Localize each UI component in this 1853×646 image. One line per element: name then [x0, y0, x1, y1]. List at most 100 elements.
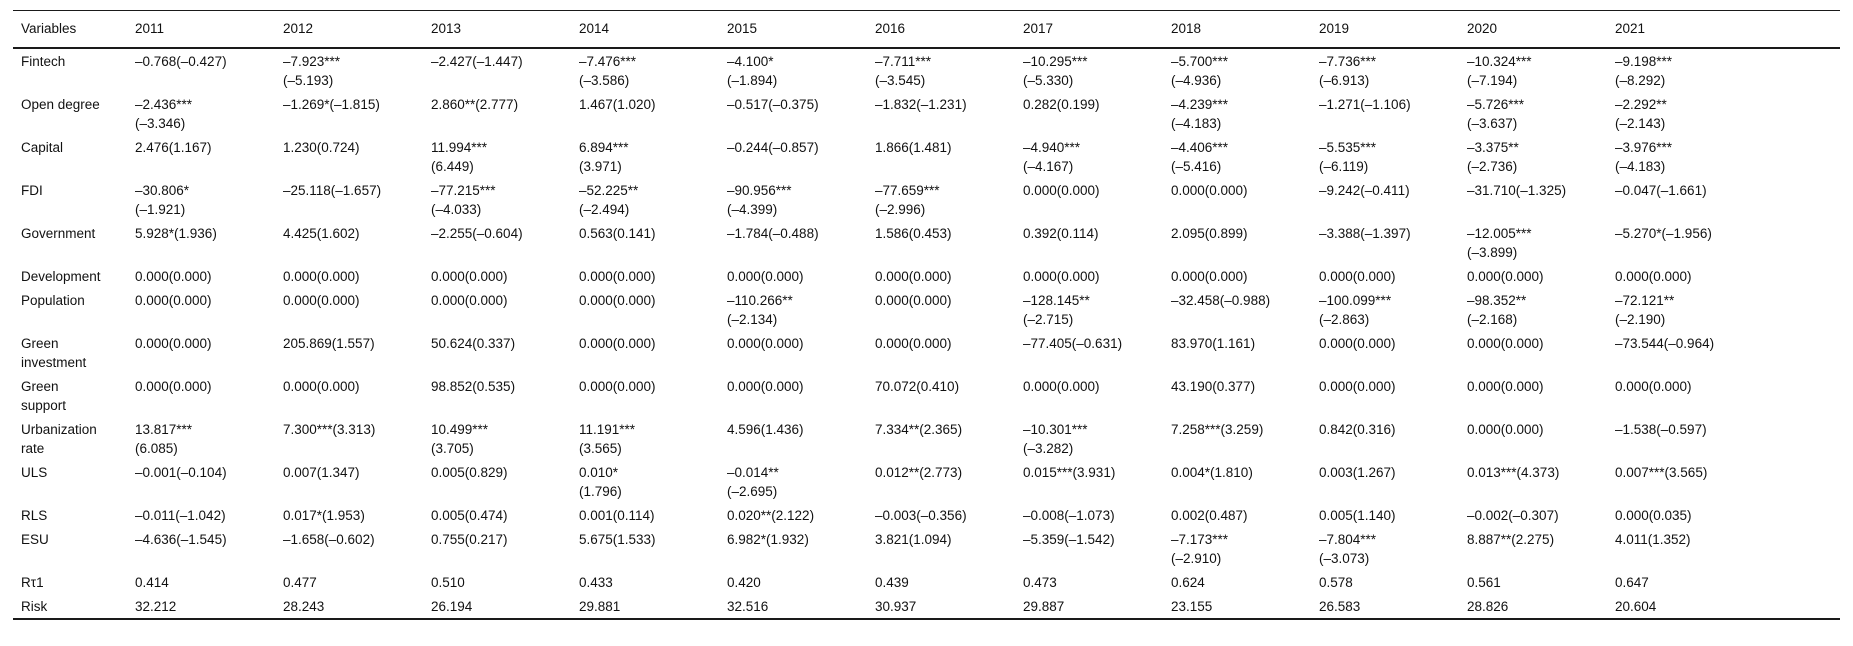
data-cell: 0.000(0.000): [579, 378, 656, 394]
row-label: Risk: [21, 598, 48, 614]
table-row: Development 0.000(0.000) 0.000(0.000) 0.000…: [13, 264, 1840, 288]
data-cell: 0.020**(2.122): [727, 507, 815, 523]
column-header-year: 2017: [1023, 10, 1171, 49]
data-cell: 7.258***(3.259): [1171, 421, 1264, 437]
data-cell: 29.881: [579, 598, 621, 614]
data-cell: 32.212: [135, 598, 177, 614]
data-cell: 6.894*** (3.971): [579, 139, 629, 174]
data-cell: –128.145** (–2.715): [1023, 292, 1090, 327]
table-row: Capital 2.476(1.167) 1.230(0.724) 11.994***…: [13, 135, 1840, 178]
data-cell: 0.000(0.000): [1615, 378, 1692, 394]
data-cell: –1.269*(–1.815): [283, 96, 380, 112]
column-header-year: 2015: [727, 10, 875, 49]
data-cell: 7.334**(2.365): [875, 421, 963, 437]
data-cell: 0.000(0.000): [1615, 268, 1692, 284]
data-cell: 0.000(0.000): [283, 268, 360, 284]
data-cell: 2.860**(2.777): [431, 96, 519, 112]
row-label: FDI: [21, 182, 43, 198]
data-cell: 29.887: [1023, 598, 1065, 614]
data-cell: –4.940*** (–4.167): [1023, 139, 1081, 174]
data-cell: 0.000(0.000): [135, 378, 212, 394]
row-label: Green support: [21, 378, 67, 413]
data-cell: –10.301*** (–3.282): [1023, 421, 1088, 456]
data-cell: 30.937: [875, 598, 917, 614]
data-cell: 0.004*(1.810): [1171, 464, 1253, 480]
data-cell: 0.510: [431, 574, 465, 590]
data-cell: –3.375** (–2.736): [1467, 139, 1519, 174]
data-cell: –0.768(–0.427): [135, 53, 227, 69]
data-cell: –77.405(–0.631): [1023, 335, 1123, 351]
data-cell: 205.869(1.557): [283, 335, 375, 351]
data-cell: 0.000(0.000): [579, 292, 656, 308]
table-row: Government 5.928*(1.936) 4.425(1.602) –2.25…: [13, 221, 1840, 264]
data-cell: 26.583: [1319, 598, 1361, 614]
column-header-year: 2012: [283, 10, 431, 49]
data-cell: 0.002(0.487): [1171, 507, 1248, 523]
data-cell: 0.000(0.000): [1023, 182, 1100, 198]
data-cell: 4.425(1.602): [283, 225, 360, 241]
data-cell: 11.994*** (6.449): [431, 139, 488, 174]
data-cell: 0.433: [579, 574, 613, 590]
data-cell: 0.000(0.000): [1467, 335, 1544, 351]
data-cell: 83.970(1.161): [1171, 335, 1256, 351]
data-cell: –0.001(–0.104): [135, 464, 227, 480]
data-cell: –2.292** (–2.143): [1615, 96, 1667, 131]
data-cell: 0.005(0.829): [431, 464, 508, 480]
data-cell: –1.658(–0.602): [283, 531, 375, 547]
data-cell: –52.225** (–2.494): [579, 182, 639, 217]
row-label: Green investment: [21, 335, 87, 370]
data-cell: 0.000(0.000): [579, 335, 656, 351]
data-cell: –7.476*** (–3.586): [579, 53, 637, 88]
row-label: Urbanization rate: [21, 421, 97, 456]
data-cell: 0.647: [1615, 574, 1649, 590]
data-cell: 0.420: [727, 574, 761, 590]
table-row: Risk 32.212 28.243 26.194 29.881 32.516 30.937…: [13, 594, 1840, 619]
data-cell: –4.636(–1.545): [135, 531, 227, 547]
data-cell: –73.544(–0.964): [1615, 335, 1715, 351]
row-label: Development: [21, 268, 101, 284]
data-cell: 0.000(0.000): [1023, 378, 1100, 394]
data-cell: –2.255(–0.604): [431, 225, 523, 241]
data-cell: 0.000(0.000): [1319, 268, 1396, 284]
data-cell: –1.271(–1.106): [1319, 96, 1411, 112]
data-cell: –10.324*** (–7.194): [1467, 53, 1532, 88]
data-cell: 1.467(1.020): [579, 96, 656, 112]
column-header-year: 2014: [579, 10, 727, 49]
data-cell: –7.173*** (–2.910): [1171, 531, 1229, 566]
data-cell: 0.473: [1023, 574, 1057, 590]
data-cell: 0.755(0.217): [431, 531, 508, 547]
data-cell: 4.011(1.352): [1615, 531, 1691, 547]
data-cell: 5.675(1.533): [579, 531, 656, 547]
data-cell: 0.477: [283, 574, 317, 590]
data-cell: 6.982*(1.932): [727, 531, 809, 547]
data-cell: –3.976*** (–4.183): [1615, 139, 1673, 174]
table-row: Rτ1 0.414 0.477 0.510 0.433 0.420 0.439 0.473 0.…: [13, 570, 1840, 594]
data-cell: 0.282(0.199): [1023, 96, 1100, 112]
row-label: RLS: [21, 507, 48, 523]
data-cell: 0.000(0.000): [283, 378, 360, 394]
data-cell: 0.010* (1.796): [579, 464, 622, 499]
row-label: Capital: [21, 139, 64, 155]
data-cell: –110.266** (–2.134): [727, 292, 793, 327]
data-cell: –0.002(–0.307): [1467, 507, 1559, 523]
table-row: ULS –0.001(–0.104) 0.007(1.347) 0.005(0.829…: [13, 460, 1840, 503]
data-cell: 0.561: [1467, 574, 1501, 590]
data-cell: –98.352** (–2.168): [1467, 292, 1527, 327]
data-cell: 0.007(1.347): [283, 464, 360, 480]
data-cell: 0.842(0.316): [1319, 421, 1396, 437]
data-cell: 0.012**(2.773): [875, 464, 963, 480]
data-cell: 4.596(1.436): [727, 421, 804, 437]
data-cell: –7.736*** (–6.913): [1319, 53, 1377, 88]
data-cell: 0.578: [1319, 574, 1353, 590]
data-cell: 0.392(0.114): [1023, 225, 1099, 241]
table-row: Fintech –0.768(–0.427) –7.923*** (–5.193) –…: [13, 48, 1840, 92]
data-cell: 20.604: [1615, 598, 1657, 614]
data-cell: –2.427(–1.447): [431, 53, 523, 69]
data-cell: –12.005*** (–3.899): [1467, 225, 1532, 260]
data-cell: –4.406*** (–5.416): [1171, 139, 1229, 174]
column-header-year: 2018: [1171, 10, 1319, 49]
column-header-year: 2016: [875, 10, 1023, 49]
data-cell: 11.191*** (3.565): [579, 421, 636, 456]
data-cell: 0.017*(1.953): [283, 507, 365, 523]
